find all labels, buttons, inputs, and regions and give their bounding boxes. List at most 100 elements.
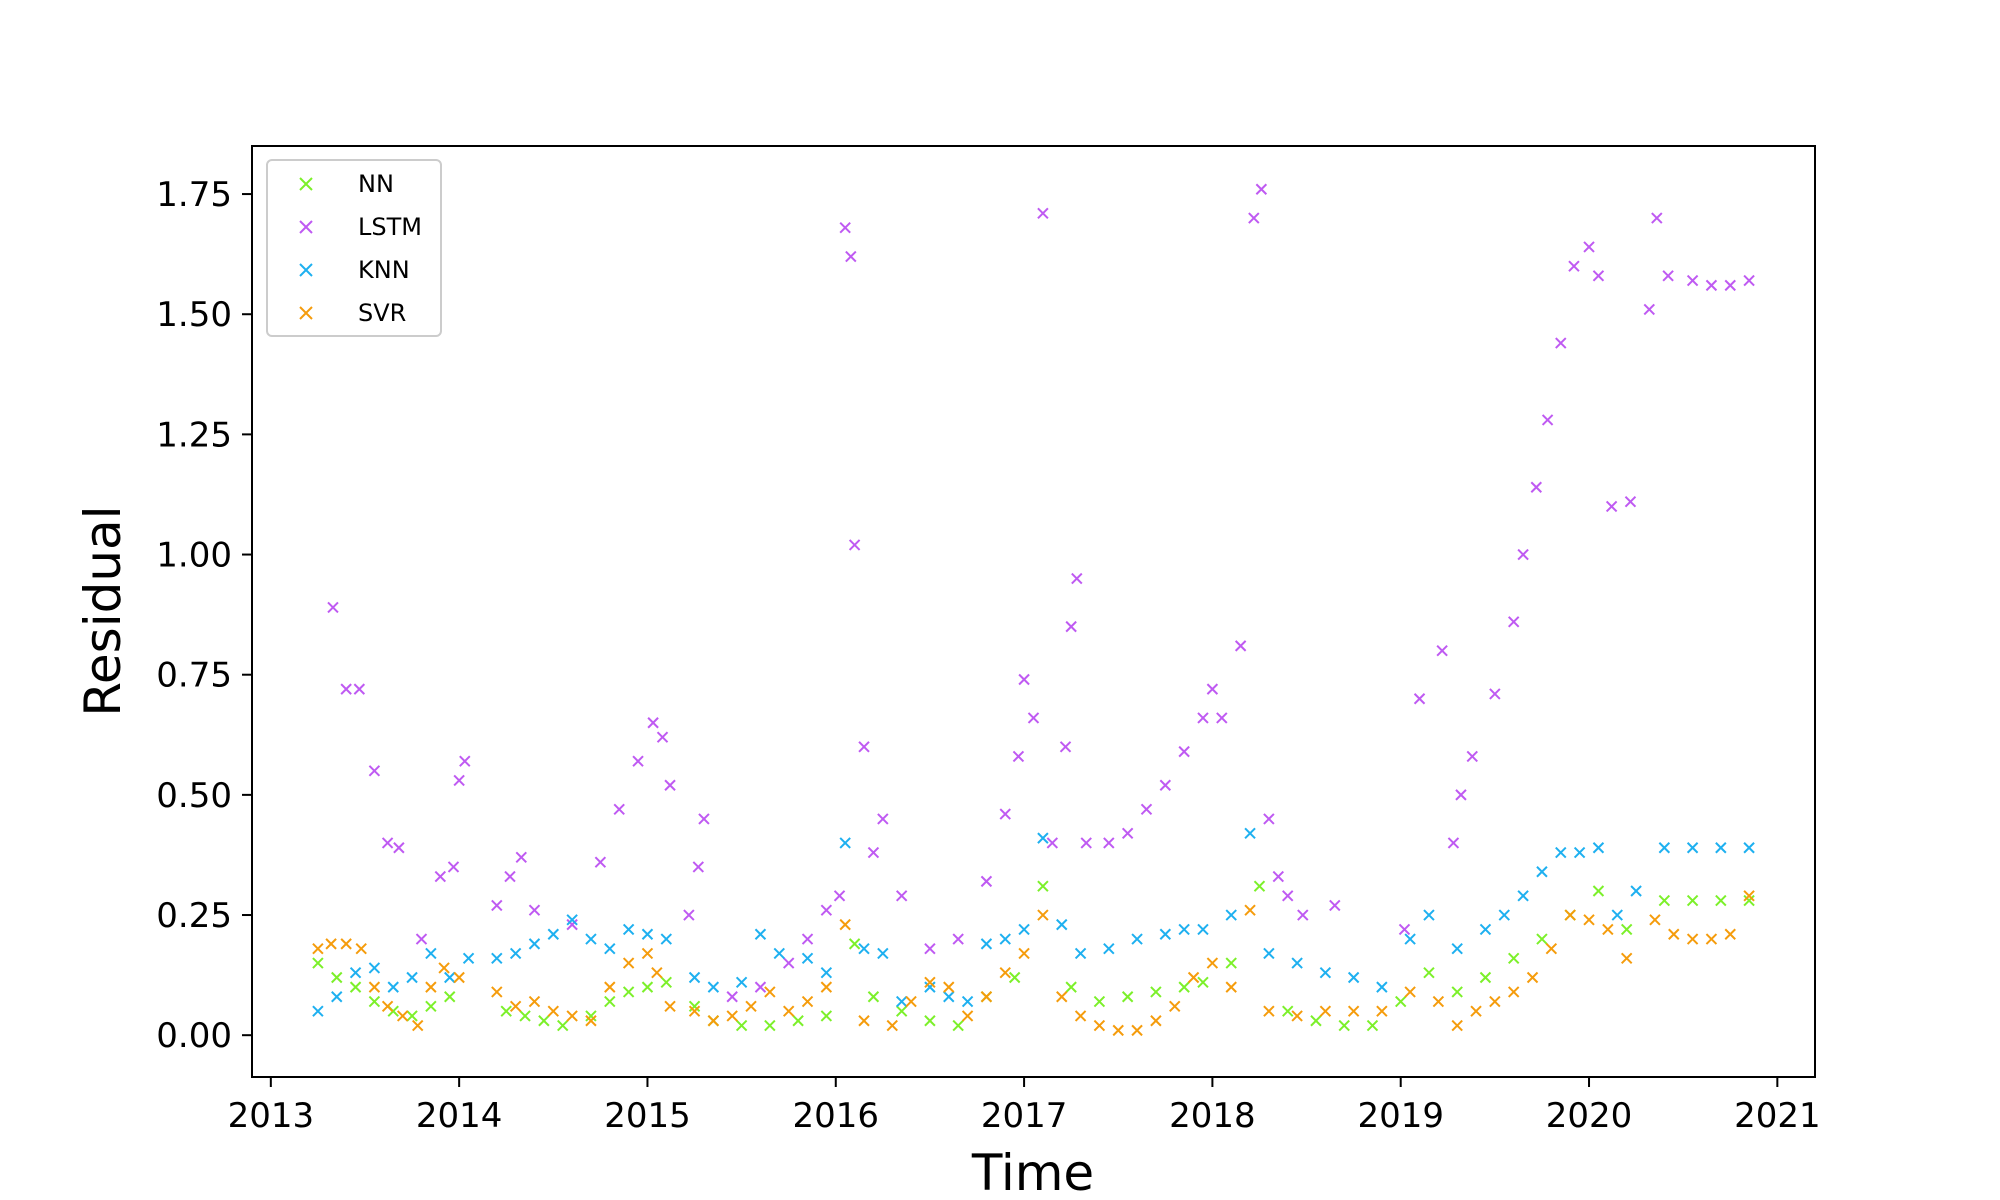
point-nn-43 xyxy=(1395,995,1407,1008)
point-svr-28 xyxy=(801,995,814,1008)
point-knn-37 xyxy=(1056,918,1068,931)
point-knn-1 xyxy=(331,991,343,1003)
point-svr-3 xyxy=(355,942,367,955)
point-lstm-16 xyxy=(594,856,607,868)
point-lstm-23 xyxy=(692,861,705,873)
point-lstm-5 xyxy=(393,842,405,854)
point-nn-53 xyxy=(1686,894,1699,907)
point-nn-36 xyxy=(1197,976,1209,989)
point-knn-18 xyxy=(660,933,672,945)
point-svr-69 xyxy=(1649,914,1661,926)
point-lstm-39 xyxy=(952,933,964,945)
point-svr-5 xyxy=(381,1000,394,1013)
point-lstm-72 xyxy=(1466,750,1478,763)
point-svr-11 xyxy=(491,986,503,998)
point-lstm-83 xyxy=(1624,495,1637,508)
point-nn-55 xyxy=(1743,894,1755,907)
point-svr-56 xyxy=(1376,1005,1388,1017)
point-svr-9 xyxy=(438,962,450,974)
point-svr-38 xyxy=(999,966,1011,979)
point-nn-7 xyxy=(444,991,456,1003)
point-svr-13 xyxy=(528,995,541,1008)
point-lstm-71 xyxy=(1455,789,1467,801)
point-knn-43 xyxy=(1197,923,1209,936)
point-lstm-33 xyxy=(848,539,861,551)
point-lstm-90 xyxy=(1743,274,1755,287)
point-nn-37 xyxy=(1225,957,1237,969)
y-tick-label: 1.00 xyxy=(156,536,232,576)
point-knn-5 xyxy=(406,971,418,984)
point-lstm-57 xyxy=(1206,683,1219,695)
x-tick-label: 2020 xyxy=(1546,1096,1633,1136)
point-lstm-87 xyxy=(1686,274,1699,287)
point-nn-50 xyxy=(1592,885,1605,897)
point-svr-46 xyxy=(1150,1015,1162,1027)
point-nn-34 xyxy=(1150,986,1162,998)
point-knn-47 xyxy=(1291,957,1303,969)
point-svr-40 xyxy=(1037,909,1049,921)
x-axis-title: Time xyxy=(971,1144,1094,1200)
point-nn-51 xyxy=(1620,923,1633,936)
point-nn-32 xyxy=(1093,995,1106,1008)
series-svr xyxy=(312,890,1755,1037)
point-svr-57 xyxy=(1404,986,1416,998)
point-nn-21 xyxy=(792,1015,804,1027)
point-lstm-66 xyxy=(1329,899,1341,912)
point-svr-6 xyxy=(396,1010,409,1022)
point-knn-39 xyxy=(1103,942,1115,955)
point-nn-23 xyxy=(848,938,861,950)
point-knn-56 xyxy=(1517,890,1529,902)
point-nn-0 xyxy=(312,957,324,969)
point-knn-61 xyxy=(1611,909,1623,921)
point-nn-16 xyxy=(660,976,672,989)
point-lstm-58 xyxy=(1216,712,1228,724)
point-knn-10 xyxy=(509,947,522,960)
point-lstm-15 xyxy=(566,918,578,931)
point-knn-15 xyxy=(604,942,616,955)
series-lstm xyxy=(327,183,1755,1003)
legend-label-svr: SVR xyxy=(358,299,406,327)
point-lstm-25 xyxy=(726,991,738,1003)
point-lstm-3 xyxy=(368,765,381,777)
point-knn-55 xyxy=(1498,909,1510,921)
point-lstm-85 xyxy=(1651,212,1663,224)
point-lstm-4 xyxy=(381,837,394,849)
point-nn-19 xyxy=(735,1019,748,1032)
point-svr-37 xyxy=(980,991,993,1003)
point-lstm-89 xyxy=(1724,279,1736,292)
point-nn-2 xyxy=(349,981,362,993)
point-lstm-78 xyxy=(1555,337,1567,349)
point-lstm-50 xyxy=(1080,837,1092,849)
point-knn-21 xyxy=(735,976,748,989)
point-svr-43 xyxy=(1093,1019,1106,1032)
point-lstm-2 xyxy=(353,683,366,695)
point-lstm-35 xyxy=(867,846,880,859)
point-lstm-65 xyxy=(1297,909,1309,921)
point-nn-12 xyxy=(585,1010,597,1022)
legend-label-nn: NN xyxy=(358,170,394,198)
point-lstm-47 xyxy=(1059,741,1072,753)
point-svr-34 xyxy=(924,976,936,989)
point-knn-23 xyxy=(773,947,785,960)
point-svr-61 xyxy=(1489,995,1501,1008)
point-svr-72 xyxy=(1705,933,1718,945)
point-nn-8 xyxy=(500,1005,512,1017)
point-knn-59 xyxy=(1573,846,1586,859)
point-svr-22 xyxy=(688,1005,701,1017)
point-knn-20 xyxy=(707,981,720,993)
legend-label-lstm: LSTM xyxy=(358,213,422,241)
legend-marker-lstm xyxy=(299,220,313,234)
point-knn-66 xyxy=(1743,842,1755,854)
point-svr-53 xyxy=(1291,1010,1303,1022)
y-tick-label: 0.75 xyxy=(156,656,232,696)
point-knn-36 xyxy=(1037,832,1049,844)
point-svr-48 xyxy=(1187,971,1200,984)
point-svr-12 xyxy=(509,1000,522,1013)
point-knn-28 xyxy=(877,947,889,960)
point-lstm-22 xyxy=(683,909,695,921)
legend-item-lstm: LSTM xyxy=(299,213,422,241)
point-knn-32 xyxy=(961,995,974,1008)
point-svr-19 xyxy=(641,947,654,960)
point-nn-31 xyxy=(1065,981,1077,993)
point-nn-25 xyxy=(895,1005,908,1017)
